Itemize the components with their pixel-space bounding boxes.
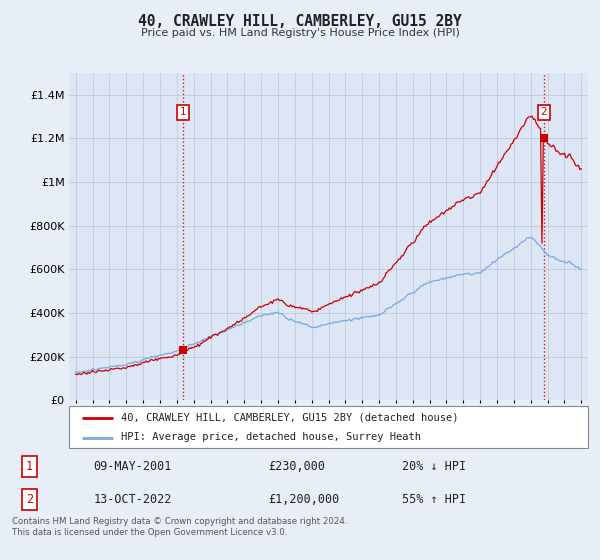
Text: Price paid vs. HM Land Registry's House Price Index (HPI): Price paid vs. HM Land Registry's House … — [140, 28, 460, 38]
Text: 20% ↓ HPI: 20% ↓ HPI — [402, 460, 466, 473]
Text: HPI: Average price, detached house, Surrey Heath: HPI: Average price, detached house, Surr… — [121, 432, 421, 442]
Text: 09-MAY-2001: 09-MAY-2001 — [94, 460, 172, 473]
Text: £1,200,000: £1,200,000 — [268, 493, 340, 506]
Text: 40, CRAWLEY HILL, CAMBERLEY, GU15 2BY: 40, CRAWLEY HILL, CAMBERLEY, GU15 2BY — [138, 14, 462, 29]
Text: 55% ↑ HPI: 55% ↑ HPI — [402, 493, 466, 506]
Text: 1: 1 — [179, 107, 186, 117]
Text: 2: 2 — [26, 493, 33, 506]
Text: Contains HM Land Registry data © Crown copyright and database right 2024.
This d: Contains HM Land Registry data © Crown c… — [12, 517, 347, 536]
Text: 1: 1 — [26, 460, 33, 473]
Text: 2: 2 — [541, 107, 547, 117]
Text: £230,000: £230,000 — [268, 460, 325, 473]
Text: 40, CRAWLEY HILL, CAMBERLEY, GU15 2BY (detached house): 40, CRAWLEY HILL, CAMBERLEY, GU15 2BY (d… — [121, 413, 458, 423]
FancyBboxPatch shape — [69, 406, 588, 448]
Text: 13-OCT-2022: 13-OCT-2022 — [94, 493, 172, 506]
